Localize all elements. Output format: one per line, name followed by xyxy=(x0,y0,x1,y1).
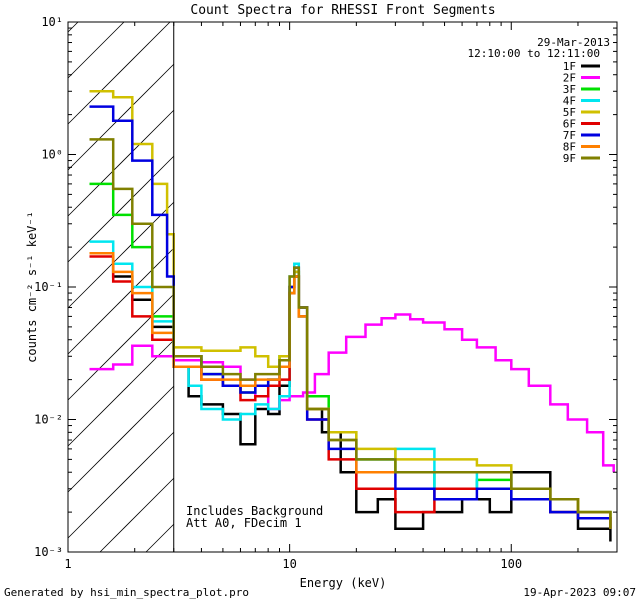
legend-label-6F: 6F xyxy=(563,118,576,131)
legend-label-2F: 2F xyxy=(563,72,576,85)
hatch-line-13 xyxy=(145,523,175,553)
legend-label-8F: 8F xyxy=(563,141,576,154)
legend-label-3F: 3F xyxy=(563,83,576,96)
time-range-label: 12:10:00 to 12:11:00 xyxy=(468,47,600,60)
y-tick-label-2: 10⁻¹ xyxy=(34,280,63,294)
hatch-line-3 xyxy=(67,63,175,171)
hatch-line-6 xyxy=(67,201,175,309)
hatch-line-2 xyxy=(67,21,171,125)
legend-label-5F: 5F xyxy=(563,106,576,119)
excluded-energy-hatching xyxy=(67,21,175,553)
x-tick-label-1: 10 xyxy=(282,557,296,571)
hatch-line-4 xyxy=(67,109,175,217)
hatch-line-8 xyxy=(67,293,175,401)
hatch-line-0 xyxy=(67,21,79,33)
legend-label-7F: 7F xyxy=(563,129,576,142)
hatch-line-9 xyxy=(67,339,175,447)
series-line-8F xyxy=(89,251,612,529)
series-line-2F xyxy=(89,313,615,473)
hatch-line-12 xyxy=(99,477,175,553)
hatch-line-10 xyxy=(67,385,175,493)
chart-title: Count Spectra for RHESSI Front Segments xyxy=(190,3,495,18)
date-label: 29-Mar-2013 xyxy=(537,36,610,49)
y-axis-label: counts cm⁻² s⁻¹ keV⁻¹ xyxy=(25,211,39,363)
hatch-line-5 xyxy=(67,155,175,263)
annotation-attenuator: Att A0, FDecim 1 xyxy=(186,516,302,530)
y-tick-label-1: 10⁻² xyxy=(34,413,63,427)
x-tick-label-0: 1 xyxy=(64,557,71,571)
series-layer xyxy=(89,90,615,542)
annotation-background: Includes Background xyxy=(186,504,323,518)
generated-by-text: Generated by hsi_min_spectra_plot.pro xyxy=(4,586,249,599)
timestamp-text: 19-Apr-2023 09:07 xyxy=(523,586,636,599)
y-tick-label-3: 10⁰ xyxy=(41,148,63,162)
axes: 1 10 100 10⁻³ 10⁻² 10⁻¹ 10⁰ 10¹ xyxy=(34,15,618,571)
hatch-line-1 xyxy=(67,21,125,79)
x-axis-label: Energy (keV) xyxy=(300,576,387,590)
hatch-line-7 xyxy=(67,247,175,355)
x-tick-label-2: 100 xyxy=(500,557,522,571)
y-tick-label-4: 10¹ xyxy=(41,15,63,29)
y-tick-label-0: 10⁻³ xyxy=(34,545,63,559)
hatch-line-11 xyxy=(67,431,175,539)
legend-label-4F: 4F xyxy=(563,95,576,108)
legend-label-1F: 1F xyxy=(563,60,576,73)
legend-label-9F: 9F xyxy=(563,152,576,165)
series-line-5F xyxy=(89,90,612,529)
